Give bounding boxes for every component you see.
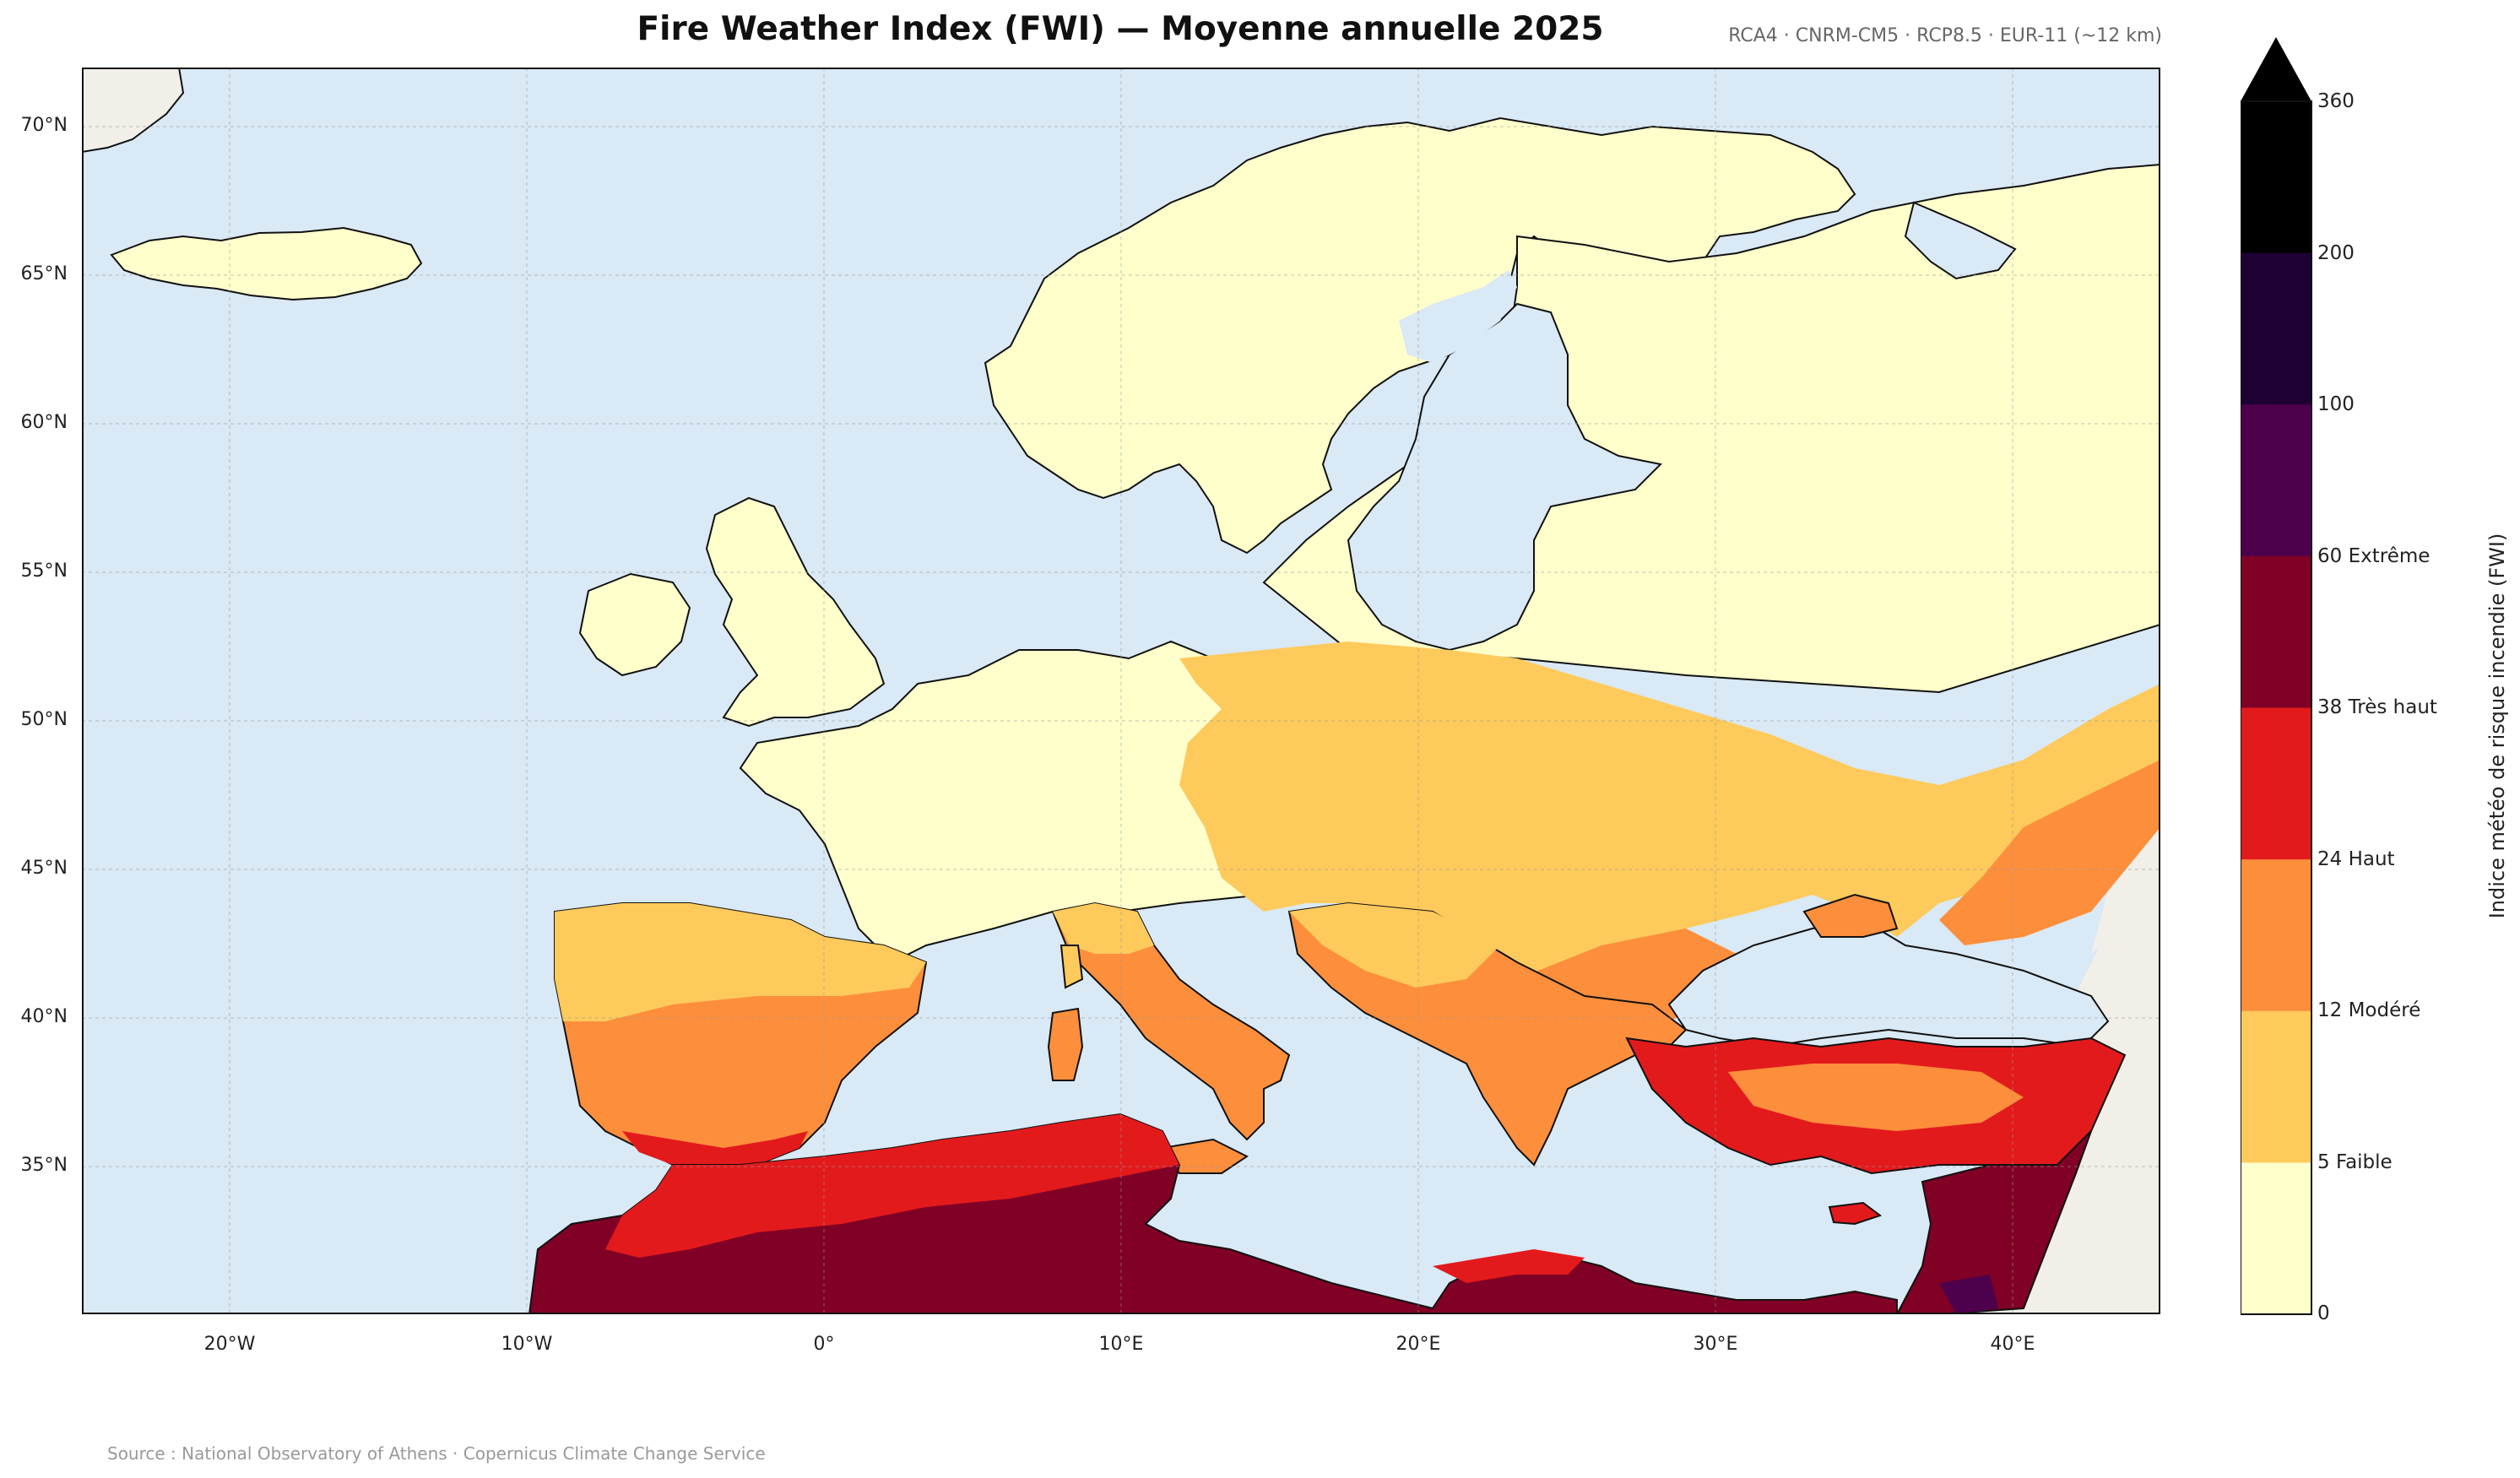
lat-tick: 55°N [20, 560, 68, 582]
turkey-center [1728, 1064, 2024, 1131]
graticule [82, 68, 2160, 1314]
model-subtitle: RCA4 · CNRM-CM5 · RCP8.5 · EUR-11 (~12 k… [1728, 25, 2162, 46]
cyprus [1828, 1201, 1883, 1226]
gulf-of-bothnia [1399, 270, 1517, 363]
levant-extreme [1939, 1275, 1998, 1314]
colorbar-segment [2241, 555, 2311, 708]
colorbar-tick: 5 Faible [2317, 1151, 2393, 1173]
italy [1051, 901, 1291, 1141]
colorbar-segment [2241, 1162, 2311, 1315]
lat-tick: 35°N [20, 1155, 68, 1176]
lon-tick: 0° [813, 1334, 835, 1355]
corsica [1059, 945, 1084, 989]
colorbar-tick: 12 Modéré [2317, 999, 2421, 1021]
lat-tick: 45°N [20, 858, 68, 879]
lat-tick: 40°N [20, 1006, 68, 1027]
colorbar-tick: 360 [2317, 90, 2355, 112]
iberia-north-band [555, 903, 926, 1021]
crimea [1802, 893, 1899, 938]
lon-tick: 30°E [1693, 1334, 1738, 1355]
lon-tick: 20°E [1395, 1334, 1441, 1355]
colorbar-segment [2241, 707, 2311, 860]
sardinia [1047, 1007, 1084, 1081]
colorbar-segment [2241, 252, 2311, 405]
great-britain [705, 496, 886, 728]
colorbar-tick: 38 Très haut [2317, 696, 2437, 718]
lat-tick: 65°N [20, 263, 68, 284]
balkans-north [1289, 903, 1500, 988]
map-title: Fire Weather Index (FWI) — Moyenne annue… [637, 10, 1604, 48]
colorbar-segment [2241, 859, 2311, 1012]
lat-tick: 70°N [20, 115, 68, 136]
colorbar-label: Indice météo de risque incendie (FWI) [2485, 533, 2509, 919]
levant [1895, 1130, 2092, 1314]
white-sea [1904, 201, 2017, 280]
italy-north [1053, 903, 1154, 954]
colorbar-segment [2241, 1010, 2311, 1163]
colorbar-tick: 0 [2317, 1302, 2330, 1324]
lon-tick: 40°E [1990, 1334, 2035, 1355]
fwi-map [82, 68, 2160, 1314]
lon-tick: 10°W [501, 1334, 553, 1355]
lon-tick: 20°W [203, 1334, 256, 1355]
colorbar [2241, 37, 2312, 1315]
colorbar-segment [2241, 404, 2311, 557]
map-frame [82, 68, 2160, 1314]
colorbar-tick: 100 [2317, 393, 2355, 415]
colorbar-tick: 60 Extrême [2317, 545, 2431, 567]
lat-tick: 60°N [20, 412, 68, 433]
north-africa-coast [605, 1114, 1179, 1258]
baltic-sea [1347, 302, 1663, 652]
colorbar-segment [2241, 101, 2311, 254]
iceland [110, 226, 423, 301]
colorbar-tick: 24 Haut [2317, 848, 2395, 870]
lon-tick: 10°E [1098, 1334, 1144, 1355]
ireland [578, 572, 691, 677]
fwi-band-moderate [1939, 760, 2160, 945]
libya-coast [1433, 1249, 1585, 1283]
lat-tick: 50°N [20, 709, 68, 730]
colorbar-extend-arrow [2241, 37, 2311, 101]
source-credit: Source : National Observatory of Athens … [107, 1443, 766, 1464]
colorbar-tick: 200 [2317, 242, 2355, 264]
